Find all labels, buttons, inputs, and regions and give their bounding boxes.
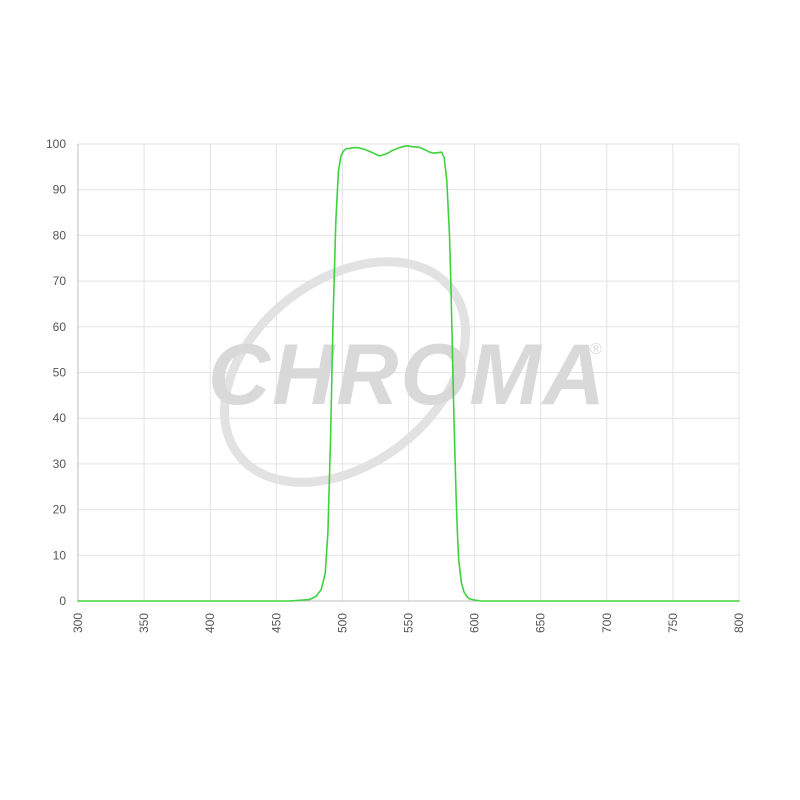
watermark-registered-mark: ®	[590, 341, 602, 358]
x-tick-label: 500	[335, 613, 349, 633]
x-tick-label: 450	[269, 613, 283, 633]
series-line	[77, 145, 740, 602]
x-tick-label: 400	[203, 613, 217, 633]
y-tick-label: 0	[59, 594, 66, 608]
x-tick-label: 650	[534, 613, 548, 633]
y-tick-label: 80	[53, 228, 67, 242]
x-tick-label: 600	[468, 613, 482, 633]
y-tick-label: 30	[53, 457, 67, 471]
y-tick-label: 40	[53, 411, 67, 425]
y-tick-label: 60	[53, 320, 67, 334]
chroma-watermark: CHROMA ®	[208, 257, 607, 487]
x-tick-label: 750	[666, 613, 680, 633]
x-tick-label: 350	[137, 613, 151, 633]
y-tick-label: 90	[53, 183, 67, 197]
y-tick-label: 20	[53, 503, 67, 517]
watermark-text: CHROMA	[208, 327, 607, 423]
y-tick-label: 50	[53, 366, 67, 380]
x-tick-label: 300	[71, 613, 85, 633]
y-tick-label: 10	[53, 548, 67, 562]
tick-labels: 0 10 20 30 40 50 60 70 80 90 100 300 350 400 450 500 550…	[46, 137, 746, 633]
x-tick-label: 800	[732, 613, 746, 633]
x-tick-label: 700	[600, 613, 614, 633]
y-tick-label: 70	[53, 274, 67, 288]
x-tick-label: 550	[402, 613, 416, 633]
series-layer	[77, 145, 740, 602]
y-tick-label: 100	[46, 137, 66, 151]
